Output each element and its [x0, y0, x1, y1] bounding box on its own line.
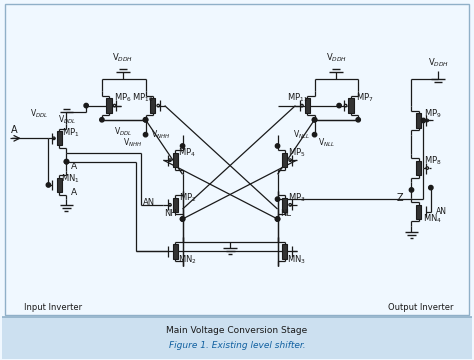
Text: AN: AN: [144, 198, 155, 207]
Bar: [56, 178, 62, 192]
Circle shape: [312, 118, 317, 122]
Text: V$_{DDH}$: V$_{DDH}$: [428, 57, 449, 69]
Text: MP$_{11}$: MP$_{11}$: [287, 91, 308, 104]
Circle shape: [275, 217, 280, 221]
Bar: [416, 113, 421, 127]
Text: V$_{DDL}$: V$_{DDL}$: [30, 108, 49, 121]
Circle shape: [64, 159, 69, 164]
Circle shape: [181, 217, 185, 221]
Bar: [5, 4, 469, 315]
Text: V$_{NHH}$: V$_{NHH}$: [151, 129, 170, 141]
Circle shape: [143, 118, 148, 122]
Bar: [150, 99, 155, 113]
Text: A: A: [10, 125, 17, 135]
Text: MP$_3$: MP$_3$: [288, 192, 305, 204]
Bar: [56, 131, 62, 145]
Bar: [305, 99, 310, 113]
Circle shape: [143, 118, 148, 122]
Circle shape: [275, 217, 280, 221]
Bar: [173, 198, 178, 212]
Text: V$_{NHH}$: V$_{NHH}$: [123, 136, 143, 149]
Bar: [416, 161, 421, 175]
Bar: [348, 99, 354, 113]
Text: NL: NL: [280, 208, 291, 217]
Text: MN$_4$: MN$_4$: [423, 212, 442, 225]
Text: Figure 1. Existing level shifter.: Figure 1. Existing level shifter.: [169, 341, 305, 350]
Bar: [282, 198, 287, 212]
Text: NH: NH: [164, 208, 177, 217]
Text: Z: Z: [396, 193, 403, 203]
Circle shape: [181, 144, 185, 148]
Text: Input Inverter: Input Inverter: [24, 302, 82, 311]
Text: MP$_4$: MP$_4$: [179, 147, 196, 159]
Circle shape: [275, 144, 280, 148]
Circle shape: [410, 188, 414, 192]
Circle shape: [84, 103, 88, 108]
Text: Output Inverter: Output Inverter: [388, 302, 453, 311]
Circle shape: [312, 132, 317, 137]
Text: MP$_{10}$: MP$_{10}$: [132, 91, 154, 104]
Circle shape: [312, 118, 317, 122]
Text: AN: AN: [436, 207, 447, 216]
Text: A: A: [72, 162, 77, 171]
Text: V$_{DDL}$: V$_{DDL}$: [58, 114, 76, 126]
Bar: [282, 153, 287, 167]
Text: V$_{NLL}$: V$_{NLL}$: [292, 129, 310, 141]
Circle shape: [181, 217, 185, 221]
Text: MP$_8$: MP$_8$: [424, 155, 441, 167]
Circle shape: [356, 118, 360, 122]
Text: MP$_2$: MP$_2$: [179, 192, 196, 204]
Text: MP$_1$: MP$_1$: [62, 126, 79, 139]
Text: V$_{DDH}$: V$_{DDH}$: [326, 51, 347, 64]
Text: MP$_6$: MP$_6$: [114, 91, 132, 104]
Bar: [2, 317, 472, 359]
Text: V$_{NLL}$: V$_{NLL}$: [318, 136, 335, 149]
Bar: [106, 99, 112, 113]
Circle shape: [428, 185, 433, 190]
Circle shape: [275, 197, 280, 201]
Circle shape: [100, 118, 104, 122]
Text: MP$_9$: MP$_9$: [424, 107, 441, 120]
Bar: [173, 153, 178, 167]
Text: MP$_5$: MP$_5$: [288, 147, 305, 159]
Circle shape: [64, 159, 69, 164]
Circle shape: [143, 132, 148, 137]
Circle shape: [337, 103, 341, 108]
Circle shape: [421, 118, 426, 123]
Text: V$_{DDL}$: V$_{DDL}$: [114, 125, 132, 138]
Text: MN$_3$: MN$_3$: [287, 253, 306, 266]
Text: MN$_1$: MN$_1$: [61, 173, 80, 185]
Bar: [173, 244, 178, 258]
Text: Main Voltage Conversion Stage: Main Voltage Conversion Stage: [166, 326, 308, 335]
Text: MN$_2$: MN$_2$: [178, 253, 197, 266]
Text: MP$_7$: MP$_7$: [356, 91, 374, 104]
Text: A: A: [72, 188, 77, 197]
Bar: [416, 204, 421, 219]
Text: V$_{DDH}$: V$_{DDH}$: [112, 51, 134, 64]
Bar: [282, 244, 287, 258]
Circle shape: [46, 183, 51, 187]
